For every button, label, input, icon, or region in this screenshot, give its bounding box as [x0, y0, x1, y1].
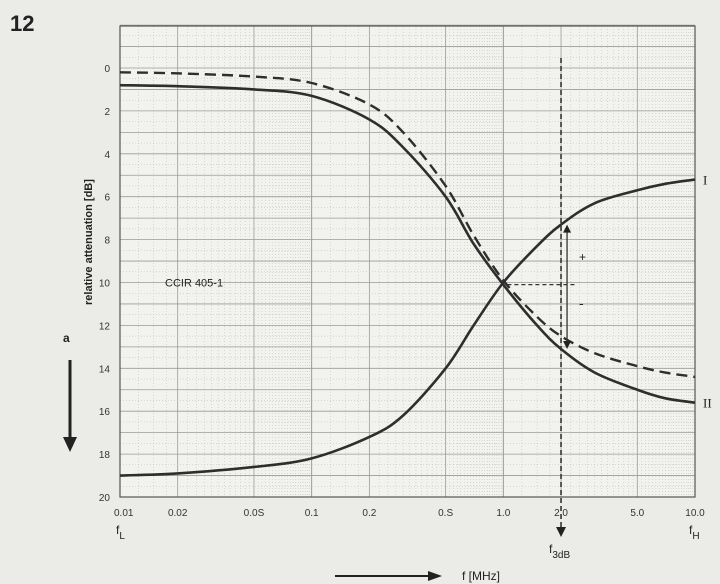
y-tick-label: 14 [99, 364, 111, 375]
y-tick-label: 12 [99, 321, 111, 332]
y-tick-label: 8 [104, 236, 110, 247]
series-line-i [119, 178, 696, 477]
y-tick-label: 0 [104, 64, 110, 75]
series-label-i: I [703, 173, 707, 188]
y-tick-label: 10 [99, 279, 111, 290]
series-line-ii [119, 83, 696, 404]
plus-sign: + [579, 250, 586, 264]
standard-label: CCIR 405-1 [165, 278, 223, 290]
grid [119, 24, 696, 498]
x-tick-label: 0.01 [114, 508, 134, 519]
x-tick-label: 0.0S [244, 508, 265, 519]
y-tick-labels: 0 2 4 6 8 10 12 14 16 18 20 [99, 64, 111, 504]
f-high-label: fH [689, 523, 700, 542]
down-arrow-icon [63, 360, 77, 452]
f-low-label: fL [116, 523, 125, 542]
x-axis-label: f [MHz] [462, 569, 500, 583]
f-low-label-subscript: L [119, 531, 125, 542]
f3db-label: f3dB [549, 542, 570, 561]
x-tick-label: 0.2 [362, 508, 376, 519]
y-tick-label: 4 [104, 150, 110, 161]
y-axis-label: relative attenuation [dB] [83, 179, 95, 305]
up-arrow-icon [563, 224, 572, 233]
down-arrow-icon [563, 340, 572, 349]
f3db-label-subscript: 3dB [552, 550, 570, 561]
x-tick-labels: 0.01 0.02 0.0S 0.1 0.2 0.S 1.0 2.0 5.0 10.0 [114, 508, 705, 519]
f3db-down-arrow-icon [556, 527, 567, 537]
series-label-ii: II [703, 396, 712, 411]
f-high-label-subscript: H [692, 531, 699, 542]
y-tick-label: 16 [99, 407, 111, 418]
f-high-label-symbol: f [689, 523, 693, 537]
right-arrow-icon [335, 571, 442, 581]
y-tick-label: 18 [99, 450, 111, 461]
x-tick-label: 1.0 [496, 508, 510, 519]
x-tick-label: 0.1 [305, 508, 319, 519]
x-tick-label: 0.S [438, 508, 453, 519]
x-tick-label: 2.0 [554, 508, 568, 519]
y-tick-label: 20 [99, 493, 111, 504]
y-tick-label: 6 [104, 193, 110, 204]
plot-area [120, 26, 695, 497]
plot-frame [119, 25, 696, 498]
figure-number: 12 [10, 11, 34, 36]
minus-sign: - [579, 295, 584, 311]
y-axis-symbol: a [63, 331, 70, 345]
series-group: III [119, 71, 712, 477]
x-tick-label: 10.0 [685, 508, 705, 519]
x-tick-label: 5.0 [630, 508, 644, 519]
x-tick-label: 0.02 [168, 508, 188, 519]
f-low-label-symbol: f [116, 523, 120, 537]
f3db-label-symbol: f [549, 542, 553, 556]
y-tick-label: 2 [104, 107, 110, 118]
